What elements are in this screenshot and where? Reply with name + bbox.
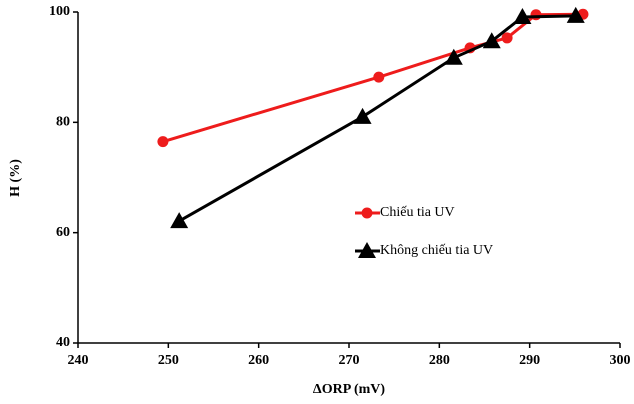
y-tick-label: 80 bbox=[56, 115, 70, 130]
data-point bbox=[530, 9, 542, 21]
data-point bbox=[373, 71, 385, 83]
y-tick-label: 100 bbox=[49, 4, 70, 19]
x-tick-label: 300 bbox=[610, 353, 631, 368]
data-point bbox=[157, 136, 169, 148]
y-tick-label: 60 bbox=[56, 225, 70, 240]
x-tick-label: 290 bbox=[519, 353, 540, 368]
data-point bbox=[513, 7, 532, 24]
legend-marker bbox=[358, 242, 376, 258]
series-line bbox=[178, 14, 576, 223]
x-tick-label: 280 bbox=[429, 353, 450, 368]
x-tick-label: 270 bbox=[339, 353, 360, 368]
x-axis-title: ΔORP (mV) bbox=[313, 382, 385, 397]
x-tick-label: 250 bbox=[158, 353, 179, 368]
data-point bbox=[501, 32, 513, 44]
data-point bbox=[170, 212, 189, 229]
legend-text: Chiếu tia UV bbox=[380, 205, 455, 220]
x-tick-label: 260 bbox=[248, 353, 269, 368]
data-point bbox=[444, 48, 463, 65]
series-line bbox=[162, 12, 583, 144]
data-point bbox=[353, 107, 372, 124]
y-tick-label: 40 bbox=[56, 335, 70, 350]
data-point bbox=[566, 6, 585, 23]
legend-marker bbox=[361, 207, 373, 219]
legend-text: Không chiếu tia UV bbox=[380, 243, 493, 258]
x-tick-label: 240 bbox=[68, 353, 89, 368]
data-point bbox=[482, 32, 501, 49]
y-axis-title: H (%) bbox=[8, 159, 23, 197]
